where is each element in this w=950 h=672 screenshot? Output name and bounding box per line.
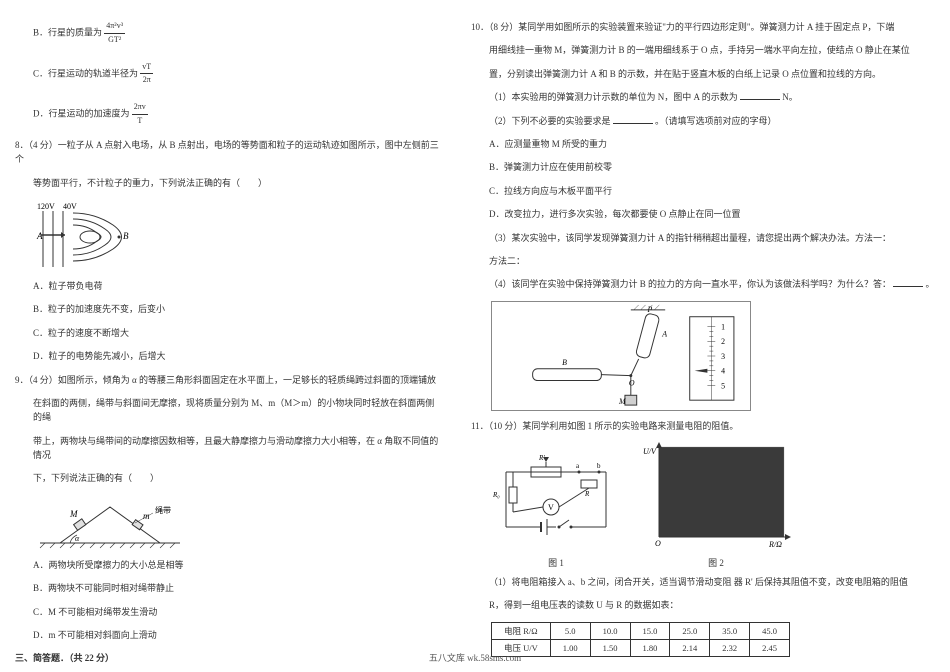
fig8-b-label: B (123, 231, 129, 241)
fig10-tick4: 4 (721, 366, 725, 375)
table-cell: 35.0 (710, 622, 750, 639)
q10-opt-d: D．改变拉力，进行多次实验，每次都要使 O 点静止在同一位置 (471, 207, 935, 221)
q11-fig1: R' a b R R₀ V 图 1 (491, 452, 621, 569)
option-b: B．行星的质量为 4π²v³ GT² (15, 20, 441, 47)
blank-field[interactable] (893, 277, 923, 287)
table-cell: 5.0 (550, 622, 590, 639)
table-cell: 45.0 (750, 622, 790, 639)
opt-d-frac: 2πv T (132, 101, 148, 128)
fig11-origin: O (655, 539, 661, 548)
fig9-m-big: M (69, 509, 78, 519)
q10-opt-a: A．应测量重物 M 所受的重力 (471, 137, 935, 151)
opt-b-text: B．行星的质量为 (33, 27, 102, 37)
fig11-u-axis: U/V (643, 447, 657, 456)
fig9-alpha: α (75, 534, 80, 543)
q11-figures: R' a b R R₀ V 图 1 (491, 442, 935, 569)
fig10-o: O (629, 378, 635, 387)
table-cell: 10.0 (590, 622, 630, 639)
q10-sub4-text: （4）该同学在实验中保持弹簧测力计 B 的拉力的方向一直水平，你认为该做法科学吗… (489, 279, 891, 289)
fig11-v: V (548, 503, 554, 512)
table-row: 电阻 R/Ω 5.0 10.0 15.0 25.0 35.0 45.0 (492, 622, 790, 639)
fig11-rx: R (584, 490, 590, 498)
q10-sub1-unit: N。 (782, 92, 798, 102)
q8-opt-d: D．粒子的电势能先减小，后增大 (15, 349, 441, 363)
fig10-b: B (562, 358, 567, 367)
fig9-rope: 绳带 (155, 505, 171, 515)
fig10-tick1: 1 (721, 322, 725, 331)
q10-line2: 用细线挂一重物 M，弹簧测力计 B 的一端用细线系于 O 点，手持另一端水平向左… (471, 43, 935, 57)
q9-opt-a: A．两物块所受摩擦力的大小总是相等 (15, 558, 441, 572)
fig11-b: b (597, 462, 601, 470)
q10-line1: 10．（8 分）某同学用如图所示的实验装置来验证"力的平行四边形定则"。弹簧测力… (471, 20, 935, 34)
q10-line3: 置，分别读出弹簧测力计 A 和 B 的示数，并在贴于竖直木板的白纸上记录 O 点… (471, 67, 935, 81)
q9-figure: M m 绳带 α (35, 495, 441, 552)
q11-fig2: U/V R/Ω O 图 2 (641, 442, 791, 569)
q10-opt-c: C．拉线方向应与木板平面平行 (471, 184, 935, 198)
fig10-tick3: 3 (721, 352, 725, 361)
q10-sub4: （4）该同学在实验中保持弹簧测力计 B 的拉力的方向一直水平，你认为该做法科学吗… (471, 277, 935, 291)
q10-sub1-text: （1）本实验用的弹簧测力计示数的单位为 N，图中 A 的示数为 (489, 92, 738, 102)
q10-sub3b: 方法二： (471, 254, 935, 268)
fig9-m-small: m (143, 511, 150, 521)
q8-line2: 等势面平行，不计粒子的重力，下列说法正确的有（ ） (15, 176, 441, 190)
q11-line1: 11．（10 分）某同学利用如图 1 所示的实验电路来测量电阻的阻值。 (471, 419, 935, 433)
q8-line1: 8．（4 分）一粒子从 A 点射入电场，从 B 点射出，电场的等势面和粒子的运动… (15, 138, 441, 167)
option-c: C．行星运动的轨道半径为 vT 2π (15, 61, 441, 88)
blank-field[interactable] (740, 90, 780, 100)
q9-line1: 9．（4 分）如图所示，倾角为 α 的等腰三角形斜面固定在水平面上，一足够长的轻… (15, 373, 441, 387)
fig10-m: M (618, 397, 626, 406)
q10-sub2-text: （2）下列不必要的实验要求是 (489, 116, 611, 126)
fig11-label1: 图 1 (491, 556, 621, 569)
opt-d-text: D．行星运动的加速度为 (33, 109, 130, 119)
fig11-label2: 图 2 (641, 556, 791, 569)
fig11-r-axis: R/Ω (768, 540, 782, 549)
left-column: B．行星的质量为 4π²v³ GT² C．行星运动的轨道半径为 vT 2π D．… (0, 0, 456, 672)
q9-line2: 在斜面的两侧，绳带与斜面间无摩擦，现将质量分别为 M、m（M＞m）的小物块同时轻… (15, 396, 441, 425)
fig8-40v-label: 40V (63, 202, 77, 211)
q9-line3: 带上，两物块与绳带间的动摩擦因数相等，且最大静摩擦力与滑动摩擦力大小相等，在 α… (15, 434, 441, 463)
table-cell: 电阻 R/Ω (492, 622, 551, 639)
q10-opt-b: B．弹簧测力计应在使用前校零 (471, 160, 935, 174)
opt-b-frac: 4π²v³ GT² (104, 20, 125, 47)
q10-sub4-tail: 。 (926, 279, 935, 289)
q9-opt-d: D．m 不可能相对斜面向上滑动 (15, 628, 441, 642)
q10-sub3: （3）某次实验中，该同学发现弹簧测力计 A 的指针稍稍超出量程，请您提出两个解决… (471, 231, 935, 245)
fig8-a-label: A (36, 231, 43, 241)
q10-sub2: （2）下列不必要的实验要求是 。（请填写选项前对应的字母） (471, 114, 935, 128)
table-cell: 25.0 (670, 622, 710, 639)
q10-figure: P A B O M 1 2 3 4 (491, 301, 935, 413)
table-cell: 15.0 (630, 622, 670, 639)
q8-opt-a: A．粒子带负电荷 (15, 279, 441, 293)
option-d: D．行星运动的加速度为 2πv T (15, 101, 441, 128)
fig10-tick5: 5 (721, 381, 725, 390)
fig11-r0: R₀ (492, 491, 500, 499)
q8-opt-c: C．粒子的速度不断增大 (15, 326, 441, 340)
opt-c-text: C．行星运动的轨道半径为 (33, 68, 138, 78)
q10-sub2-tail: 。（请填写选项前对应的字母） (655, 116, 777, 126)
fig11-rprime: R' (538, 454, 545, 462)
fig10-p: P (647, 305, 653, 314)
q11-sub1b: R，得到一组电压表的读数 U 与 R 的数据如表： (471, 598, 935, 612)
q8-opt-b: B．粒子的加速度先不变，后变小 (15, 302, 441, 316)
q9-opt-c: C．M 不可能相对绳带发生滑动 (15, 605, 441, 619)
opt-c-frac: vT 2π (140, 61, 153, 88)
fig11-a: a (576, 462, 580, 470)
q9-opt-b: B．两物块不可能同时相对绳带静止 (15, 581, 441, 595)
page-footer: 五八文库 wk.58sms.com (0, 651, 950, 664)
q11-sub1: （1）将电阻箱接入 a、b 之间，闭合开关，适当调节滑动变阻 器 R' 后保持其… (471, 575, 935, 589)
blank-field[interactable] (613, 114, 653, 124)
q9-line4: 下，下列说法正确的有（ ） (15, 471, 441, 485)
fig10-a: A (661, 329, 667, 338)
fig10-tick2: 2 (721, 337, 725, 346)
right-column: 10．（8 分）某同学用如图所示的实验装置来验证"力的平行四边形定则"。弹簧测力… (456, 0, 950, 672)
q10-sub1: （1）本实验用的弹簧测力计示数的单位为 N，图中 A 的示数为 N。 (471, 90, 935, 104)
q8-figure: 120V 40V A B (35, 199, 441, 273)
fig8-120v-label: 120V (37, 202, 55, 211)
